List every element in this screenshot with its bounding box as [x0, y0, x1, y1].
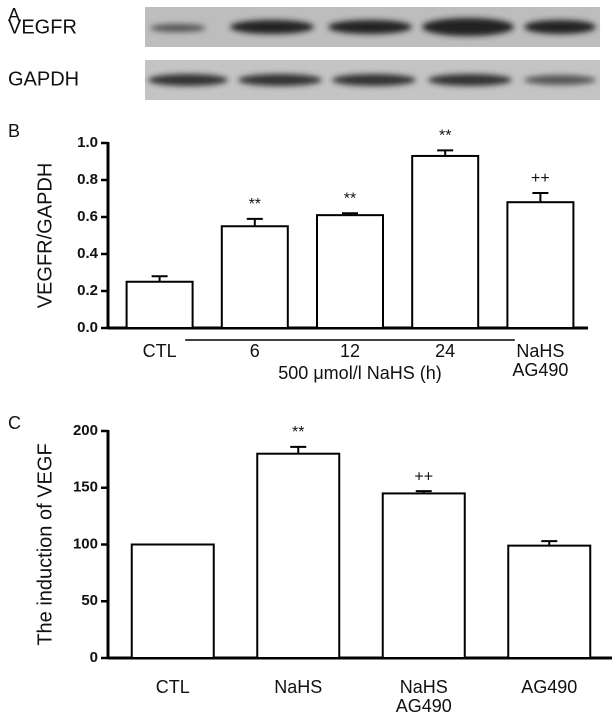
x-tick-label: 12: [340, 341, 360, 361]
annotation: **: [344, 191, 356, 208]
error-bar: [532, 191, 549, 203]
x-tick-label: NaHS AG490: [396, 677, 452, 715]
error-bar: [290, 445, 307, 454]
panel-label: C: [8, 413, 21, 433]
error-bar: [246, 217, 263, 227]
y-axis-label: The induction of VEGF: [34, 443, 56, 645]
error-bar: [415, 490, 432, 494]
annotation: **: [439, 128, 451, 145]
bar: [130, 543, 215, 659]
y-tick-label: 50: [81, 592, 98, 609]
blot-vegfr: [145, 7, 600, 47]
y-tick-label: 200: [73, 422, 98, 439]
blot-label: GAPDH: [8, 68, 79, 90]
group-label: 500 μmol/l NaHS (h): [278, 363, 441, 383]
y-tick-label: 100: [73, 535, 98, 552]
panel-label: A: [8, 5, 20, 25]
bar: [381, 492, 466, 659]
error-bar: [151, 275, 168, 282]
bar: [256, 452, 341, 660]
bar: [316, 214, 384, 329]
error-bar: [437, 149, 454, 156]
error-bar: [342, 212, 358, 216]
annotation: **: [249, 196, 261, 213]
annotation: ++: [414, 468, 433, 485]
bar: [506, 201, 575, 329]
bar: [507, 544, 592, 660]
x-tick-label: NaHS AG490: [512, 341, 568, 380]
y-tick-label: 150: [73, 479, 98, 496]
y-tick-label: 0.0: [77, 319, 98, 336]
panel-label: B: [8, 121, 20, 141]
blot-label: VEGFR: [8, 16, 77, 38]
y-tick-label: 0.2: [77, 282, 98, 299]
y-axis-label: VEGFR/GAPDH: [34, 163, 56, 309]
x-tick-label: CTL: [143, 341, 177, 361]
x-tick-label: NaHS: [274, 677, 322, 697]
x-tick-label: 6: [250, 341, 260, 361]
error-bar: [541, 540, 558, 546]
y-tick-label: 1.0: [77, 134, 98, 151]
y-tick-label: 0.4: [77, 245, 99, 262]
annotation: ++: [531, 170, 550, 187]
x-tick-label: CTL: [156, 677, 190, 697]
bar: [411, 154, 480, 329]
x-tick-label: 24: [435, 341, 455, 361]
y-tick-label: 0.6: [77, 208, 98, 225]
blot-gapdh: [145, 60, 600, 100]
annotation: **: [292, 424, 304, 441]
bar: [125, 280, 194, 329]
y-tick-label: 0.8: [77, 171, 98, 188]
y-tick-label: 0: [90, 649, 98, 666]
x-tick-label: AG490: [521, 677, 577, 697]
bar: [220, 225, 289, 329]
